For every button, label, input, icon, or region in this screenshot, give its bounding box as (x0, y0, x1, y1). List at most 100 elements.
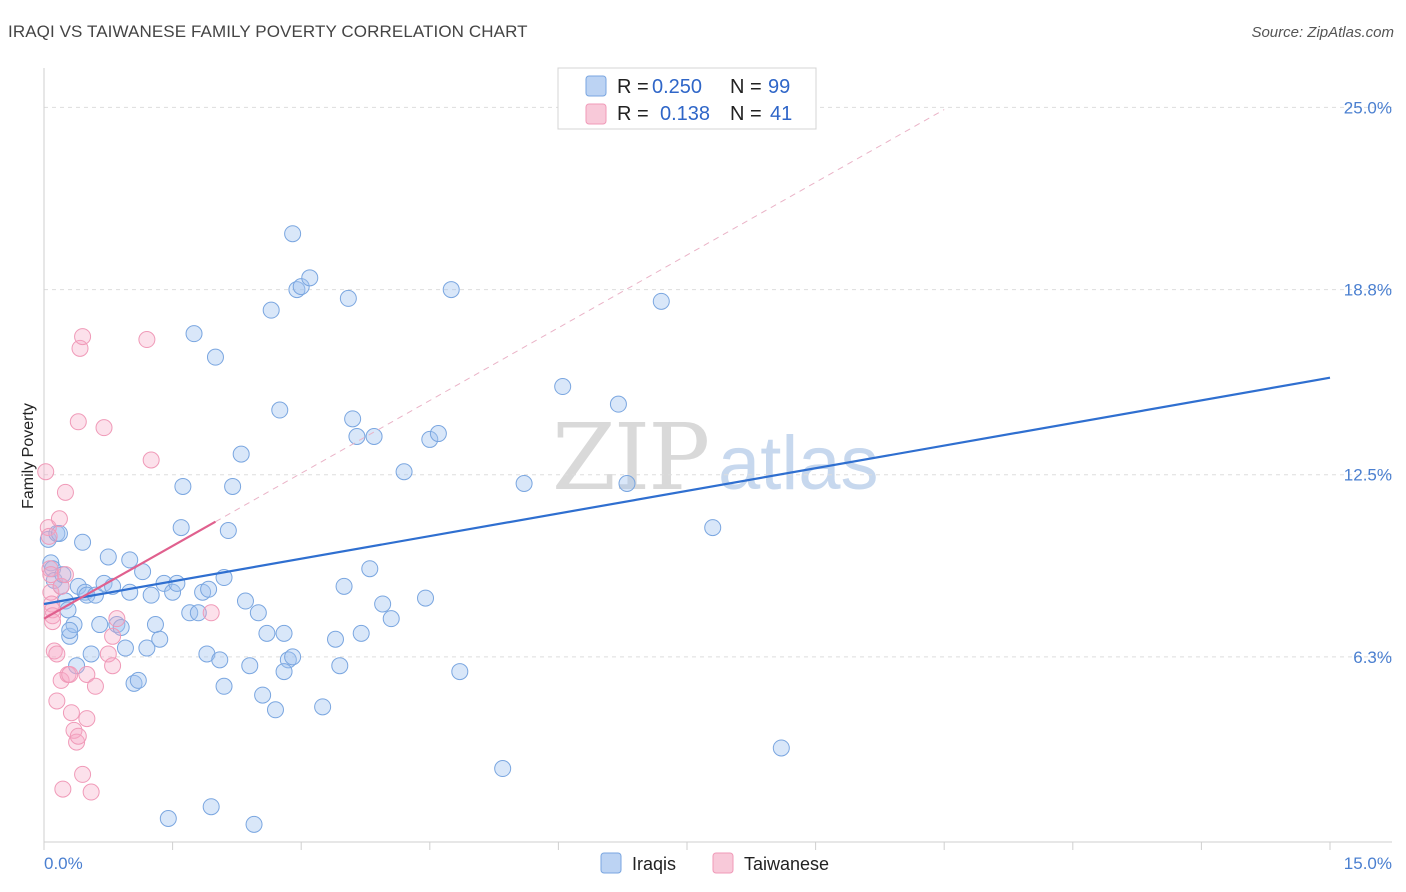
point-taiwanese (104, 657, 122, 675)
x-axis-ticks (43, 842, 1331, 850)
point-iraqis (172, 519, 190, 537)
point-iraqis (50, 524, 68, 542)
point-iraqis (69, 577, 87, 595)
point-taiwanese (95, 419, 113, 437)
point-iraqis (232, 445, 250, 463)
point-iraqis (361, 560, 379, 578)
point-iraqis (365, 427, 383, 445)
y-tick-label: 18.8% (1344, 281, 1392, 300)
point-taiwanese (104, 627, 122, 645)
point-taiwanese (69, 727, 87, 745)
y-tick-label: 6.3% (1353, 648, 1392, 667)
x-tick-label-max: 15.0% (1344, 854, 1392, 873)
point-iraqis (284, 225, 302, 243)
point-iraqis (82, 645, 100, 663)
data-points (37, 225, 790, 833)
point-taiwanese (37, 463, 55, 481)
point-iraqis (129, 671, 147, 689)
point-taiwanese (74, 765, 92, 783)
point-iraqis (185, 325, 203, 343)
point-iraqis (112, 618, 130, 636)
point-taiwanese (68, 733, 86, 751)
point-iraqis (618, 475, 636, 493)
point-iraqis (494, 760, 512, 778)
y-tick-labels: 6.3% 12.5% 18.8% 25.0% (1344, 98, 1392, 666)
legend-r-value-1: 0.250 (652, 76, 702, 98)
point-iraqis (609, 395, 627, 413)
point-taiwanese (41, 560, 59, 578)
point-iraqis (704, 519, 722, 537)
point-iraqis (99, 548, 117, 566)
point-iraqis (339, 289, 357, 307)
point-iraqis (326, 630, 344, 648)
point-iraqis (515, 475, 533, 493)
point-iraqis (382, 610, 400, 628)
point-iraqis (442, 281, 460, 299)
legend-r-label-2: R = (617, 103, 649, 125)
point-iraqis (164, 583, 182, 601)
point-iraqis (395, 463, 413, 481)
point-taiwanese (86, 677, 104, 695)
point-taiwanese (62, 704, 80, 722)
point-taiwanese (56, 483, 74, 501)
y-axis-title: Family Poverty (20, 403, 37, 509)
point-iraqis (348, 427, 366, 445)
point-iraqis (262, 301, 280, 319)
point-taiwanese (50, 510, 68, 528)
point-iraqis (254, 686, 272, 704)
point-taiwanese (202, 604, 220, 622)
legend-r-value-2: 0.138 (660, 103, 710, 125)
point-iraqis (429, 425, 447, 443)
bottom-legend-swatch-taiwanese (712, 852, 734, 874)
point-taiwanese (39, 519, 57, 537)
point-iraqis (61, 621, 79, 639)
point-iraqis (219, 522, 237, 540)
point-taiwanese (74, 328, 92, 346)
point-iraqis (74, 533, 92, 551)
watermark-atlas: atlas (718, 421, 879, 506)
point-iraqis (159, 809, 177, 827)
point-iraqis (331, 657, 349, 675)
point-iraqis (284, 648, 302, 666)
point-iraqis (314, 698, 332, 716)
legend-n-label-2: N = (730, 103, 762, 125)
trend-line-taiwanese (43, 520, 217, 620)
point-taiwanese (138, 331, 156, 349)
point-iraqis (258, 624, 276, 642)
gridlines (44, 106, 1392, 658)
point-iraqis (554, 378, 572, 396)
legend-swatch-taiwanese (585, 103, 607, 125)
point-iraqis (417, 589, 435, 607)
y-tick-label: 12.5% (1344, 466, 1392, 485)
point-iraqis (241, 657, 259, 675)
point-taiwanese (61, 666, 79, 684)
legend-r-label-1: R = (617, 76, 649, 98)
point-iraqis (189, 604, 207, 622)
point-taiwanese (45, 642, 63, 660)
legend-n-value-2: 41 (770, 103, 792, 125)
point-taiwanese (40, 527, 58, 545)
point-iraqis (174, 477, 192, 495)
point-iraqis (211, 651, 229, 669)
legend-swatch-iraqis (585, 75, 607, 97)
point-iraqis (206, 348, 224, 366)
point-iraqis (142, 586, 160, 604)
point-iraqis (224, 477, 242, 495)
point-taiwanese (82, 783, 100, 801)
point-iraqis (151, 630, 169, 648)
point-iraqis (236, 592, 254, 610)
trend-line-iraqis (43, 376, 1331, 606)
trend-lines (43, 109, 1331, 620)
bottom-legend-label-iraqis: Iraqis (632, 854, 676, 874)
point-iraqis (335, 577, 353, 595)
point-iraqis (146, 616, 164, 634)
x-tick-label-min: 0.0% (44, 854, 83, 873)
point-iraqis (249, 604, 267, 622)
point-taiwanese (48, 692, 66, 710)
point-iraqis (772, 739, 790, 757)
point-taiwanese (78, 710, 96, 728)
point-iraqis (271, 401, 289, 419)
chart-title: IRAQI VS TAIWANESE FAMILY POVERTY CORREL… (8, 22, 528, 41)
y-tick-label: 25.0% (1344, 98, 1392, 117)
